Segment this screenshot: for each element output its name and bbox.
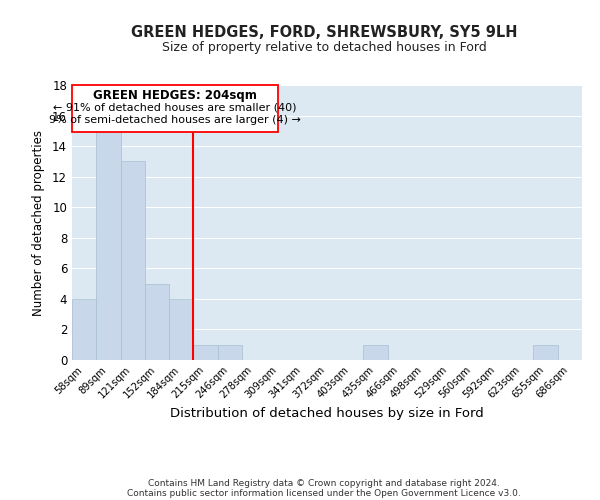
Text: Contains public sector information licensed under the Open Government Licence v3: Contains public sector information licen… [127,488,521,498]
Bar [218,344,242,360]
Text: Contains HM Land Registry data © Crown copyright and database right 2024.: Contains HM Land Registry data © Crown c… [148,478,500,488]
Y-axis label: Number of detached properties: Number of detached properties [32,130,45,316]
FancyBboxPatch shape [72,85,278,132]
X-axis label: Distribution of detached houses by size in Ford: Distribution of detached houses by size … [170,408,484,420]
Text: 9% of semi-detached houses are larger (4) →: 9% of semi-detached houses are larger (4… [49,115,301,125]
Bar [364,344,388,360]
Text: GREEN HEDGES: 204sqm: GREEN HEDGES: 204sqm [93,89,257,102]
Text: Size of property relative to detached houses in Ford: Size of property relative to detached ho… [161,41,487,54]
Text: ← 91% of detached houses are smaller (40): ← 91% of detached houses are smaller (40… [53,103,297,113]
Title: GREEN HEDGES, FORD, SHREWSBURY, SY5 9LH
Size of property relative to detached ho: GREEN HEDGES, FORD, SHREWSBURY, SY5 9LH … [0,499,1,500]
Bar [121,162,145,360]
Bar [72,299,96,360]
Bar [145,284,169,360]
Bar [193,344,218,360]
Bar [169,299,193,360]
Text: GREEN HEDGES, FORD, SHREWSBURY, SY5 9LH: GREEN HEDGES, FORD, SHREWSBURY, SY5 9LH [131,25,517,40]
Bar [96,131,121,360]
Bar [533,344,558,360]
